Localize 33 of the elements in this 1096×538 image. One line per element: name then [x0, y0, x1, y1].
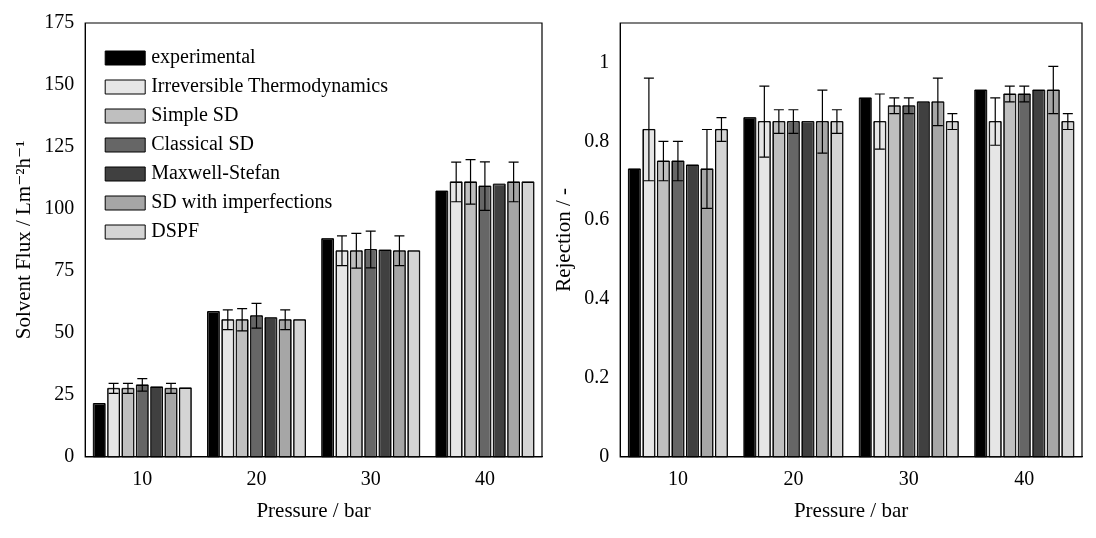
legend-label: Maxwell-Stefan	[151, 161, 281, 184]
x-tick-label: 30	[360, 467, 381, 490]
x-tick-label: 10	[667, 467, 688, 490]
legend-label: SD with imperfections	[151, 190, 333, 214]
y-tick-label: 175	[44, 10, 75, 33]
y-tick-label: 0.4	[584, 286, 610, 309]
y-tick-label: 0.6	[584, 207, 610, 230]
y-axis-title: Rejection / -	[551, 187, 576, 292]
y-tick-label: 125	[44, 134, 75, 157]
legend-label: Irreversible Thermodynamics	[151, 74, 389, 98]
x-tick-label: 20	[246, 467, 267, 490]
x-axis-title: Pressure / bar	[793, 497, 909, 522]
y-tick-label: 50	[54, 320, 75, 343]
y-tick-label: 100	[44, 196, 75, 219]
y-tick-label: 0	[599, 444, 610, 467]
x-tick-label: 40	[474, 467, 495, 490]
y-tick-label: 150	[44, 72, 75, 95]
y-tick-label: 1	[599, 49, 610, 72]
y-tick-label: 25	[54, 382, 75, 405]
x-axis-title: Pressure / bar	[256, 497, 371, 522]
y-tick-label: 0.2	[584, 365, 610, 388]
x-tick-label: 10	[132, 467, 153, 490]
y-tick-label: 0.8	[584, 128, 610, 151]
legend-label: experimental	[151, 45, 257, 69]
x-tick-label: 30	[898, 467, 919, 490]
legend-label: DSPF	[151, 219, 200, 242]
x-tick-label: 40	[1014, 467, 1035, 490]
legend-label: Classical SD	[151, 132, 254, 155]
y-tick-label: 0	[64, 444, 75, 467]
y-tick-label: 75	[54, 258, 75, 281]
x-tick-label: 20	[783, 467, 804, 490]
y-axis-title: Solvent Flux / Lm⁻²h⁻¹	[11, 140, 36, 340]
legend-label: Simple SD	[151, 103, 239, 127]
